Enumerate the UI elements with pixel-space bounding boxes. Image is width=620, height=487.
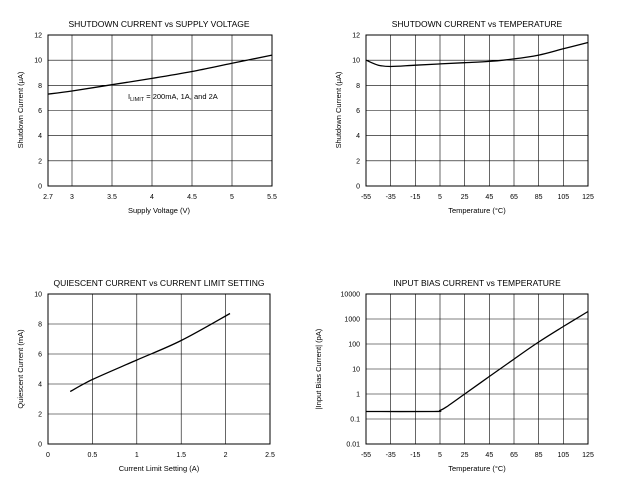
- chart4-y-tick-label: 10: [352, 367, 360, 374]
- chart4-y-tick-label: 1000: [344, 317, 360, 324]
- chart2-plot-area: [365, 34, 589, 187]
- chart1-y-tick-label: 2: [38, 158, 42, 165]
- chart3-grid: [47, 293, 271, 445]
- chart1-y-tick-label: 0: [38, 184, 42, 191]
- chart4-y-label: |Input Bias Current| (pA): [314, 328, 323, 409]
- chart3-x-tick-label: 1.5: [176, 452, 186, 459]
- chart1-annotation: ILIMIT = 200mA, 1A, and 2A: [128, 92, 218, 103]
- chart4-x-tick-label: 125: [582, 452, 594, 459]
- chart3-x-tick-label: 2.5: [265, 452, 275, 459]
- chart1-y-tick-label: 6: [38, 108, 42, 115]
- chart2-x-tick-label: 45: [485, 194, 493, 201]
- chart2-x-tick-label: -55: [361, 194, 371, 201]
- chart4-y-tick-label: 1: [356, 392, 360, 399]
- chart1-x-tick-label: 4.5: [187, 194, 197, 201]
- chart3-y-tick-label: 2: [38, 412, 42, 419]
- chart2-y-tick-label: 0: [356, 184, 360, 191]
- chart4-x-tick-label: 45: [485, 452, 493, 459]
- chart1-x-label: Supply Voltage (V): [128, 206, 191, 215]
- chart3-title: QUIESCENT CURRENT vs CURRENT LIMIT SETTI…: [54, 278, 265, 288]
- chart3-y-tick-label: 4: [38, 382, 42, 389]
- chart2-x-tick-label: 85: [535, 194, 543, 201]
- chart2-y-tick-label: 4: [356, 133, 360, 140]
- chart3-y-tick-label: 0: [38, 442, 42, 449]
- chart3-y-label: Quiescent Current (mA): [16, 329, 25, 409]
- chart1-y-ticks: 0 2 4 6 8 10 12: [34, 33, 42, 191]
- chart3-y-ticks: 0 2 4 6 8 10: [34, 292, 42, 449]
- chart2-grid: [365, 34, 589, 187]
- chart4-x-tick-label: 65: [510, 452, 518, 459]
- chart2-y-ticks: 0 2 4 6 8 10 12: [352, 33, 360, 191]
- chart4-x-tick-label: 5: [438, 452, 442, 459]
- chart1-y-tick-label: 12: [34, 33, 42, 40]
- chart4-x-tick-label: 105: [557, 452, 569, 459]
- chart4-title: INPUT BIAS CURRENT vs TEMPERATURE: [393, 278, 561, 288]
- chart3-x-tick-label: 2: [224, 452, 228, 459]
- chart-shutdown-vs-voltage: SHUTDOWN CURRENT vs SUPPLY VOLTAGE 2.7 3 3…: [16, 19, 277, 215]
- chart3-x-tick-label: 0: [46, 452, 50, 459]
- chart4-x-tick-label: 85: [535, 452, 543, 459]
- chart4-y-tick-label: 0.01: [346, 442, 360, 449]
- chart2-y-tick-label: 8: [356, 83, 360, 90]
- chart1-plot-area: [47, 34, 273, 187]
- chart2-x-tick-label: -35: [386, 194, 396, 201]
- chart1-title: SHUTDOWN CURRENT vs SUPPLY VOLTAGE: [68, 19, 249, 29]
- chart1-x-tick-label: 4: [150, 194, 154, 201]
- chart3-x-ticks: 0 0.5 1 1.5 2 2.5: [46, 452, 275, 459]
- chart2-x-tick-label: -15: [410, 194, 420, 201]
- chart3-x-label: Current Limit Setting (A): [119, 464, 200, 473]
- chart1-x-tick-label: 3.5: [107, 194, 117, 201]
- chart2-y-tick-label: 6: [356, 108, 360, 115]
- chart3-x-tick-label: 1: [135, 452, 139, 459]
- chart1-y-tick-label: 4: [38, 133, 42, 140]
- chart4-y-ticks: 0.01 0.1 1 10 100 1000 10000: [341, 292, 361, 449]
- chart2-title: SHUTDOWN CURRENT vs TEMPERATURE: [392, 19, 563, 29]
- chart4-y-tick-label: 10000: [341, 292, 361, 299]
- chart-quiescent-vs-limit: QUIESCENT CURRENT vs CURRENT LIMIT SETTI…: [16, 278, 275, 473]
- chart-input-bias-vs-temperature: INPUT BIAS CURRENT vs TEMPERATURE -55 -35…: [314, 278, 594, 473]
- chart3-x-tick-label: 0.5: [88, 452, 98, 459]
- chart2-x-ticks: -55 -35 -15 5 25 45 65 85 105 125: [361, 194, 594, 201]
- chart2-y-tick-label: 10: [352, 58, 360, 65]
- chart1-x-ticks: 2.7 3 3.5 4 4.5 5 5.5: [43, 194, 277, 201]
- chart4-plot-area: [365, 293, 589, 445]
- chart2-y-tick-label: 2: [356, 158, 360, 165]
- chart2-series-line: [365, 41, 589, 68]
- chart1-y-label: Shutdown Current (μA): [16, 71, 25, 148]
- chart4-x-tick-label: -55: [361, 452, 371, 459]
- chart1-x-tick-label: 3: [70, 194, 74, 201]
- chart4-series-line: [365, 310, 589, 413]
- chart3-series-line: [69, 312, 231, 393]
- chart3-y-tick-label: 8: [38, 322, 42, 329]
- chart3-plot-area: [47, 293, 271, 445]
- chart3-y-tick-label: 10: [34, 292, 42, 299]
- chart2-y-tick-label: 12: [352, 33, 360, 40]
- chart4-x-ticks: -55 -35 -15 5 25 45 65 85 105 125: [361, 452, 594, 459]
- chart4-x-label: Temperature (°C): [448, 464, 506, 473]
- chart4-y-tick-label: 100: [348, 342, 360, 349]
- chart1-y-tick-label: 10: [34, 58, 42, 65]
- chart1-grid: [47, 34, 273, 187]
- chart-shutdown-vs-temperature: SHUTDOWN CURRENT vs TEMPERATURE -55 -35 -1…: [334, 19, 594, 215]
- chart2-x-tick-label: 65: [510, 194, 518, 201]
- chart4-y-tick-label: 0.1: [350, 417, 360, 424]
- chart2-x-tick-label: 105: [557, 194, 569, 201]
- chart1-x-tick-label: 5: [230, 194, 234, 201]
- chart1-x-tick-label: 5.5: [267, 194, 277, 201]
- chart4-x-tick-label: 25: [461, 452, 469, 459]
- chart4-x-tick-label: -15: [410, 452, 420, 459]
- chart4-grid: [365, 293, 589, 445]
- chart2-x-tick-label: 125: [582, 194, 594, 201]
- chart3-y-tick-label: 6: [38, 352, 42, 359]
- chart2-x-tick-label: 5: [438, 194, 442, 201]
- chart1-x-tick-label: 2.7: [43, 194, 53, 201]
- chart2-x-label: Temperature (°C): [448, 206, 506, 215]
- chart4-x-tick-label: -35: [386, 452, 396, 459]
- chart2-x-tick-label: 25: [461, 194, 469, 201]
- chart2-y-label: Shutdown Current (μA): [334, 71, 343, 148]
- chart1-series-line: [47, 54, 273, 95]
- chart1-y-tick-label: 8: [38, 83, 42, 90]
